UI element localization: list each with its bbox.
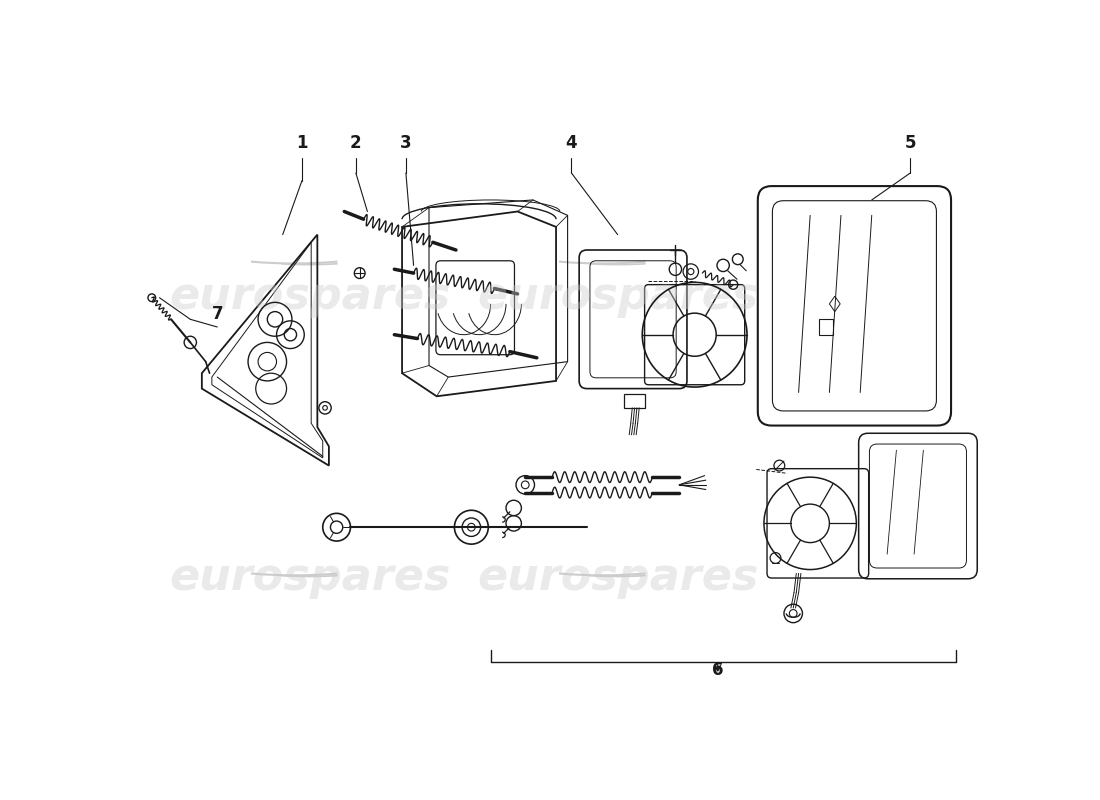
Text: eurospares: eurospares — [477, 556, 758, 598]
Text: 2: 2 — [350, 134, 362, 152]
Bar — [820, 319, 834, 334]
Text: 4: 4 — [565, 134, 578, 152]
Circle shape — [322, 406, 328, 410]
Text: eurospares: eurospares — [477, 274, 758, 318]
Text: 1: 1 — [296, 134, 308, 152]
Text: eurospares: eurospares — [169, 274, 450, 318]
Text: 5: 5 — [904, 134, 916, 152]
Text: 7: 7 — [211, 306, 223, 323]
Text: 6: 6 — [712, 661, 724, 679]
Bar — [624, 394, 646, 408]
Text: 3: 3 — [400, 134, 411, 152]
Text: eurospares: eurospares — [169, 556, 450, 598]
